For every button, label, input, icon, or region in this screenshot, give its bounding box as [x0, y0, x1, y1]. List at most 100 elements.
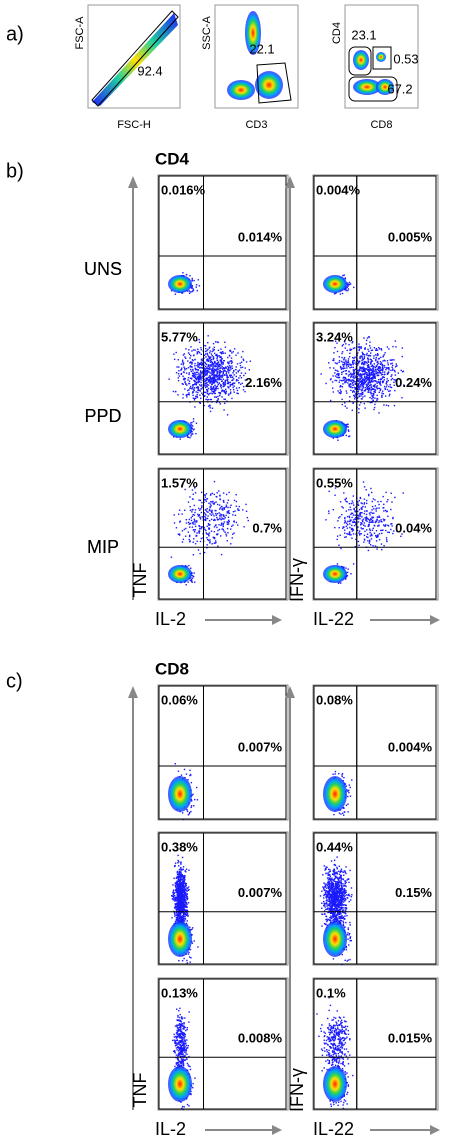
- event-dot: [350, 389, 352, 392]
- event-dot: [205, 378, 208, 380]
- event-dot: [331, 387, 334, 389]
- event-dot: [178, 907, 180, 910]
- event-dot: [211, 407, 214, 409]
- event-dot: [182, 896, 184, 898]
- event-dot: [242, 385, 245, 388]
- event-dot: [184, 876, 186, 878]
- event-dot: [222, 525, 224, 528]
- event-dot: [338, 356, 341, 358]
- event-dot: [365, 513, 368, 516]
- event-dot: [365, 373, 368, 375]
- event-dot: [224, 382, 226, 384]
- event-dot: [178, 870, 181, 873]
- event-dot: [206, 384, 209, 386]
- row-label: MIP: [87, 537, 119, 557]
- event-dot: [175, 897, 178, 900]
- event-dot: [401, 533, 403, 535]
- event-dot: [213, 381, 215, 384]
- event-dot: [357, 352, 359, 354]
- event-dot: [361, 508, 363, 510]
- event-dot: [369, 528, 371, 530]
- gate: [348, 46, 372, 76]
- event-dot: [238, 377, 240, 379]
- event-dot: [355, 363, 357, 365]
- event-dot: [182, 902, 184, 904]
- event-dot: [189, 774, 191, 777]
- event-dot: [212, 348, 214, 350]
- event-dot: [369, 352, 372, 354]
- event-dot: [378, 507, 380, 509]
- event-dot: [176, 366, 178, 368]
- event-dot: [228, 512, 231, 515]
- event-dot: [183, 909, 186, 911]
- event-dot: [370, 534, 373, 536]
- event-dot: [382, 369, 384, 371]
- event-dot: [394, 389, 396, 392]
- event-dot: [184, 564, 187, 567]
- event-dot: [182, 888, 185, 890]
- event-dot: [342, 383, 344, 385]
- event-dot: [341, 352, 343, 355]
- event-dot: [189, 769, 191, 772]
- density: [353, 50, 369, 70]
- event-dot: [209, 541, 211, 543]
- event-dot: [190, 519, 193, 522]
- event-dot: [177, 895, 179, 897]
- event-dot: [177, 862, 179, 864]
- event-dot: [177, 891, 180, 894]
- event-dot: [214, 542, 216, 544]
- event-dot: [352, 391, 354, 393]
- event-dot: [365, 343, 368, 345]
- event-dot: [361, 362, 363, 364]
- event-dot: [340, 813, 342, 815]
- event-dot: [227, 381, 229, 383]
- event-dot: [191, 509, 193, 511]
- event-dot: [189, 365, 191, 368]
- event-dot: [211, 501, 213, 503]
- event-dot: [199, 372, 202, 374]
- event-dot: [371, 371, 374, 373]
- event-dot: [218, 528, 221, 531]
- event-dot: [229, 360, 232, 362]
- event-dot: [220, 374, 223, 377]
- event-dot: [359, 381, 361, 383]
- event-dot: [382, 507, 385, 509]
- event-dot: [357, 346, 360, 348]
- event-dot: [213, 542, 216, 544]
- event-dot: [381, 377, 383, 379]
- event-dot: [186, 913, 189, 915]
- event-dot: [176, 915, 179, 917]
- event-dot: [194, 521, 196, 523]
- event-dot: [216, 356, 219, 358]
- event-dot: [180, 866, 182, 869]
- event-dot: [368, 374, 371, 376]
- event-dot: [359, 388, 361, 391]
- event-dot: [209, 350, 211, 352]
- event-dot: [370, 518, 372, 521]
- quadrant-value: 0.004%: [316, 182, 361, 197]
- event-dot: [357, 362, 359, 365]
- event-dot: [371, 512, 374, 515]
- event-dot: [181, 881, 183, 884]
- event-dot: [376, 361, 378, 364]
- event-dot: [197, 371, 199, 374]
- event-dot: [178, 872, 180, 875]
- event-dot: [365, 499, 368, 502]
- event-dot: [377, 516, 379, 519]
- event-dot: [376, 382, 378, 384]
- event-dot: [180, 373, 182, 375]
- event-dot: [189, 526, 191, 528]
- event-dot: [367, 374, 369, 376]
- event-dot: [179, 903, 182, 906]
- event-dot: [332, 509, 335, 511]
- event-dot: [368, 512, 371, 514]
- event-dot: [218, 490, 220, 492]
- event-dot: [193, 504, 196, 507]
- density: [323, 420, 347, 438]
- event-dot: [368, 369, 371, 371]
- event-dot: [374, 374, 376, 376]
- event-dot: [187, 501, 190, 503]
- event-dot: [188, 373, 190, 376]
- event-dot: [224, 531, 226, 533]
- event-dot: [372, 385, 375, 388]
